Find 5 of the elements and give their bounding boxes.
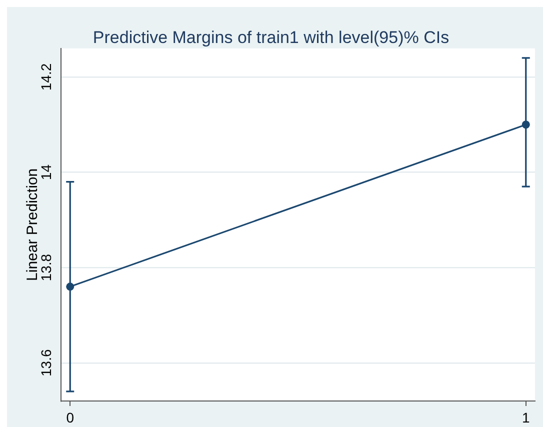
x-tick-label: 1 (522, 409, 530, 426)
y-tick-label: 14.2 (38, 63, 54, 91)
chart-title: Predictive Margins of train1 with level(95)% CIs (92, 28, 450, 47)
y-tick-label: 13.6 (38, 349, 54, 377)
x-tick-label: 0 (66, 409, 74, 426)
